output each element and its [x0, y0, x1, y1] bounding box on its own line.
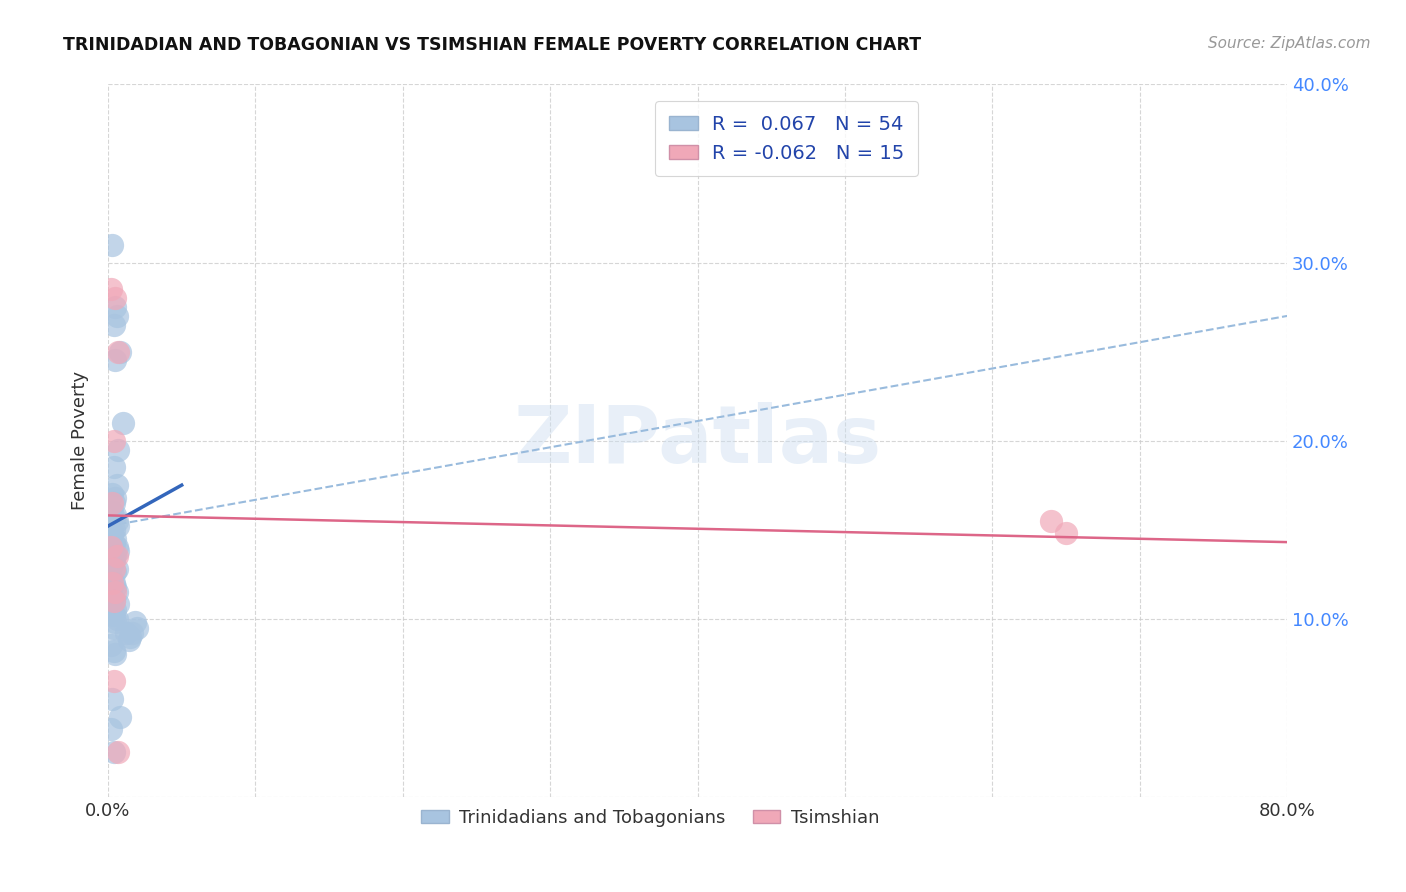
Point [101, 237, 124, 252]
Point [100, 722, 122, 736]
Point [104, 353, 127, 368]
Point [107, 544, 129, 558]
Point [103, 434, 125, 448]
Point [105, 478, 128, 492]
Point [103, 594, 125, 608]
Point [105, 549, 128, 564]
Point [103, 673, 125, 688]
Point [100, 639, 122, 653]
Point [120, 630, 142, 644]
Y-axis label: Female Poverty: Female Poverty [72, 371, 89, 510]
Point [105, 541, 128, 555]
Point [108, 344, 131, 359]
Point [105, 612, 128, 626]
Point [103, 523, 125, 537]
Point [107, 442, 129, 457]
Point [103, 318, 125, 332]
Point [104, 532, 127, 546]
Point [104, 491, 127, 505]
Point [105, 514, 128, 528]
Point [127, 621, 149, 635]
Point [105, 309, 128, 323]
Legend: Trinidadians and Tobagonians, Tsimshian: Trinidadians and Tobagonians, Tsimshian [415, 802, 887, 834]
Point [108, 709, 131, 723]
Point [101, 558, 124, 573]
Point [124, 615, 146, 630]
Point [100, 571, 122, 585]
Point [114, 626, 136, 640]
Point [101, 576, 124, 591]
Point [100, 282, 122, 296]
Point [103, 460, 125, 475]
Point [101, 496, 124, 510]
Point [105, 562, 128, 576]
Text: ZIPatlas: ZIPatlas [513, 401, 882, 480]
Point [104, 585, 127, 599]
Point [101, 505, 124, 519]
Point [1054, 526, 1077, 541]
Point [103, 608, 125, 623]
Point [101, 526, 124, 541]
Point [103, 553, 125, 567]
Point [104, 300, 127, 314]
Point [104, 615, 127, 630]
Point [103, 594, 125, 608]
Point [100, 535, 122, 549]
Point [103, 745, 125, 759]
Point [100, 541, 122, 555]
Point [107, 745, 129, 759]
Point [117, 633, 139, 648]
Point [104, 603, 127, 617]
Point [111, 416, 134, 430]
Point [101, 487, 124, 501]
Point [121, 626, 143, 640]
Point [105, 585, 128, 599]
Point [104, 291, 127, 305]
Text: TRINIDADIAN AND TOBAGONIAN VS TSIMSHIAN FEMALE POVERTY CORRELATION CHART: TRINIDADIAN AND TOBAGONIAN VS TSIMSHIAN … [63, 36, 921, 54]
Point [101, 691, 124, 706]
Point [103, 496, 125, 510]
Point [103, 576, 125, 591]
Point [107, 519, 129, 533]
Point [104, 508, 127, 523]
Point [101, 591, 124, 605]
Point [104, 566, 127, 580]
Text: Source: ZipAtlas.com: Source: ZipAtlas.com [1208, 36, 1371, 51]
Point [1040, 514, 1063, 528]
Point [104, 648, 127, 662]
Point [104, 580, 127, 594]
Point [104, 548, 127, 562]
Point [103, 562, 125, 576]
Point [107, 598, 129, 612]
Point [103, 644, 125, 658]
Point [103, 621, 125, 635]
Point [107, 344, 129, 359]
Point [103, 537, 125, 551]
